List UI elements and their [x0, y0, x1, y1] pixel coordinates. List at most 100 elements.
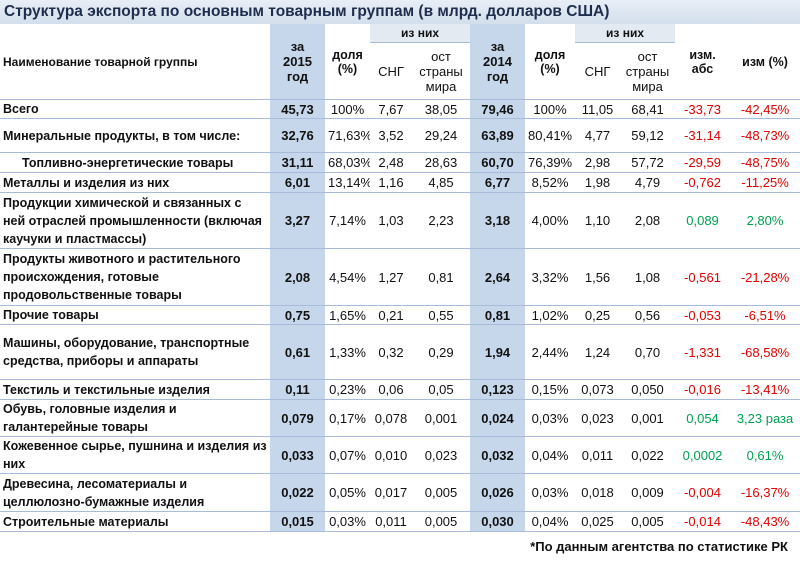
cell: 1,27	[370, 248, 412, 306]
cell: 0,011	[575, 436, 621, 474]
header-cell: СНГ	[370, 42, 412, 100]
cell: 0,03%	[325, 511, 370, 532]
cell: 4,79	[620, 172, 676, 193]
header-cell: из них	[575, 24, 676, 43]
header-text: за 2015 год	[283, 39, 312, 84]
table-row: Текстиль и текстильные изделия 0,11 0,23% 0…	[0, 379, 800, 400]
cell: 0,089	[675, 192, 731, 249]
cell: 0,005	[412, 473, 471, 512]
cell: -0,014	[675, 511, 731, 532]
cell: 1,94	[470, 324, 526, 380]
cell: 0,024	[470, 399, 526, 437]
cell: 100%	[525, 99, 576, 119]
cell: 7,14%	[325, 192, 370, 249]
row-name: Машины, оборудование, транспортные средс…	[0, 324, 270, 380]
cell: 0,054	[675, 399, 731, 437]
cell: 0,0002	[675, 436, 731, 474]
cell: 0,033	[270, 436, 325, 474]
cell: -0,004	[675, 473, 731, 512]
row-name: Строительные материалы	[0, 511, 270, 532]
header-text: за 2014 год	[483, 39, 512, 84]
cell: 4,00%	[525, 192, 576, 249]
cell: 0,001	[620, 399, 676, 437]
cell: 0,81	[470, 305, 526, 325]
cell: 0,073	[575, 379, 621, 400]
cell: 0,023	[412, 436, 471, 474]
table-body: Всего 45,73 100% 7,67 38,05 79,46 100% 11,05 68,…	[0, 99, 800, 532]
cell: 0,023	[575, 399, 621, 437]
cell: 1,98	[575, 172, 621, 193]
cell: 80,41%	[525, 118, 576, 153]
cell: 0,17%	[325, 399, 370, 437]
cell: -0,016	[675, 379, 731, 400]
table-row: Кожевенное сырье, пушнина и изделия из н…	[0, 436, 800, 474]
table-row: Машины, оборудование, транспортные средс…	[0, 324, 800, 380]
cell: 1,10	[575, 192, 621, 249]
cell: 0,005	[412, 511, 471, 532]
cell: -11,25%	[730, 172, 800, 193]
cell: -6,51%	[730, 305, 800, 325]
cell: 0,56	[620, 305, 676, 325]
cell: 0,70	[620, 324, 676, 380]
cell: 3,27	[270, 192, 325, 249]
cell: 0,32	[370, 324, 412, 380]
row-name: Минеральные продукты, в том числе:	[0, 118, 270, 153]
cell: -68,58%	[730, 324, 800, 380]
cell: 0,005	[620, 511, 676, 532]
cell: 0,050	[620, 379, 676, 400]
cell: 0,030	[470, 511, 526, 532]
row-name: Текстиль и текстильные изделия	[0, 379, 270, 400]
cell: 0,022	[620, 436, 676, 474]
cell: 4,85	[412, 172, 471, 193]
cell: 2,23	[412, 192, 471, 249]
cell: 3,18	[470, 192, 526, 249]
cell: 1,33%	[325, 324, 370, 380]
cell: 0,81	[412, 248, 471, 306]
cell: 0,079	[270, 399, 325, 437]
cell: 1,08	[620, 248, 676, 306]
cell: 3,23 раза	[730, 399, 800, 437]
cell: 68,41	[620, 99, 676, 119]
cell: 0,06	[370, 379, 412, 400]
cell: 0,05	[412, 379, 471, 400]
cell: 31,11	[270, 152, 325, 173]
cell: -42,45%	[730, 99, 800, 119]
cell: 0,03%	[525, 399, 576, 437]
row-name: Обувь, головные изделия и галантерейные …	[0, 399, 270, 437]
cell: 0,001	[412, 399, 471, 437]
cell: -48,75%	[730, 152, 800, 173]
cell: 0,017	[370, 473, 412, 512]
export-table: Наименование товарной группы за 2015 год…	[0, 24, 800, 532]
cell: 3,52	[370, 118, 412, 153]
cell: 0,04%	[525, 436, 576, 474]
cell: 6,77	[470, 172, 526, 193]
cell: 1,03	[370, 192, 412, 249]
footnote: *По данным агентства по статистике РК	[530, 539, 788, 554]
cell: -16,37%	[730, 473, 800, 512]
cell: 63,89	[470, 118, 526, 153]
cell: -1,331	[675, 324, 731, 380]
table-row: Топливно-энергетические товары 31,11 68,03…	[0, 152, 800, 173]
cell: -0,762	[675, 172, 731, 193]
header-cell: за 2014 год	[470, 24, 526, 100]
cell: 0,61	[270, 324, 325, 380]
cell: 0,123	[470, 379, 526, 400]
cell: 38,05	[412, 99, 471, 119]
cell: 0,15%	[525, 379, 576, 400]
header-cell: ост страны мира	[620, 42, 676, 100]
cell: -21,28%	[730, 248, 800, 306]
header-cell: СНГ	[575, 42, 621, 100]
cell: -31,14	[675, 118, 731, 153]
cell: 2,64	[470, 248, 526, 306]
cell: 0,75	[270, 305, 325, 325]
cell: 1,24	[575, 324, 621, 380]
cell: 1,16	[370, 172, 412, 193]
cell: 79,46	[470, 99, 526, 119]
table-row: Продукты животного и растительного проис…	[0, 248, 800, 306]
cell: 3,32%	[525, 248, 576, 306]
row-name: Продукты животного и растительного проис…	[0, 248, 270, 306]
header-cell: изм. абс	[675, 24, 731, 100]
cell: 2,08	[620, 192, 676, 249]
cell: 4,54%	[325, 248, 370, 306]
